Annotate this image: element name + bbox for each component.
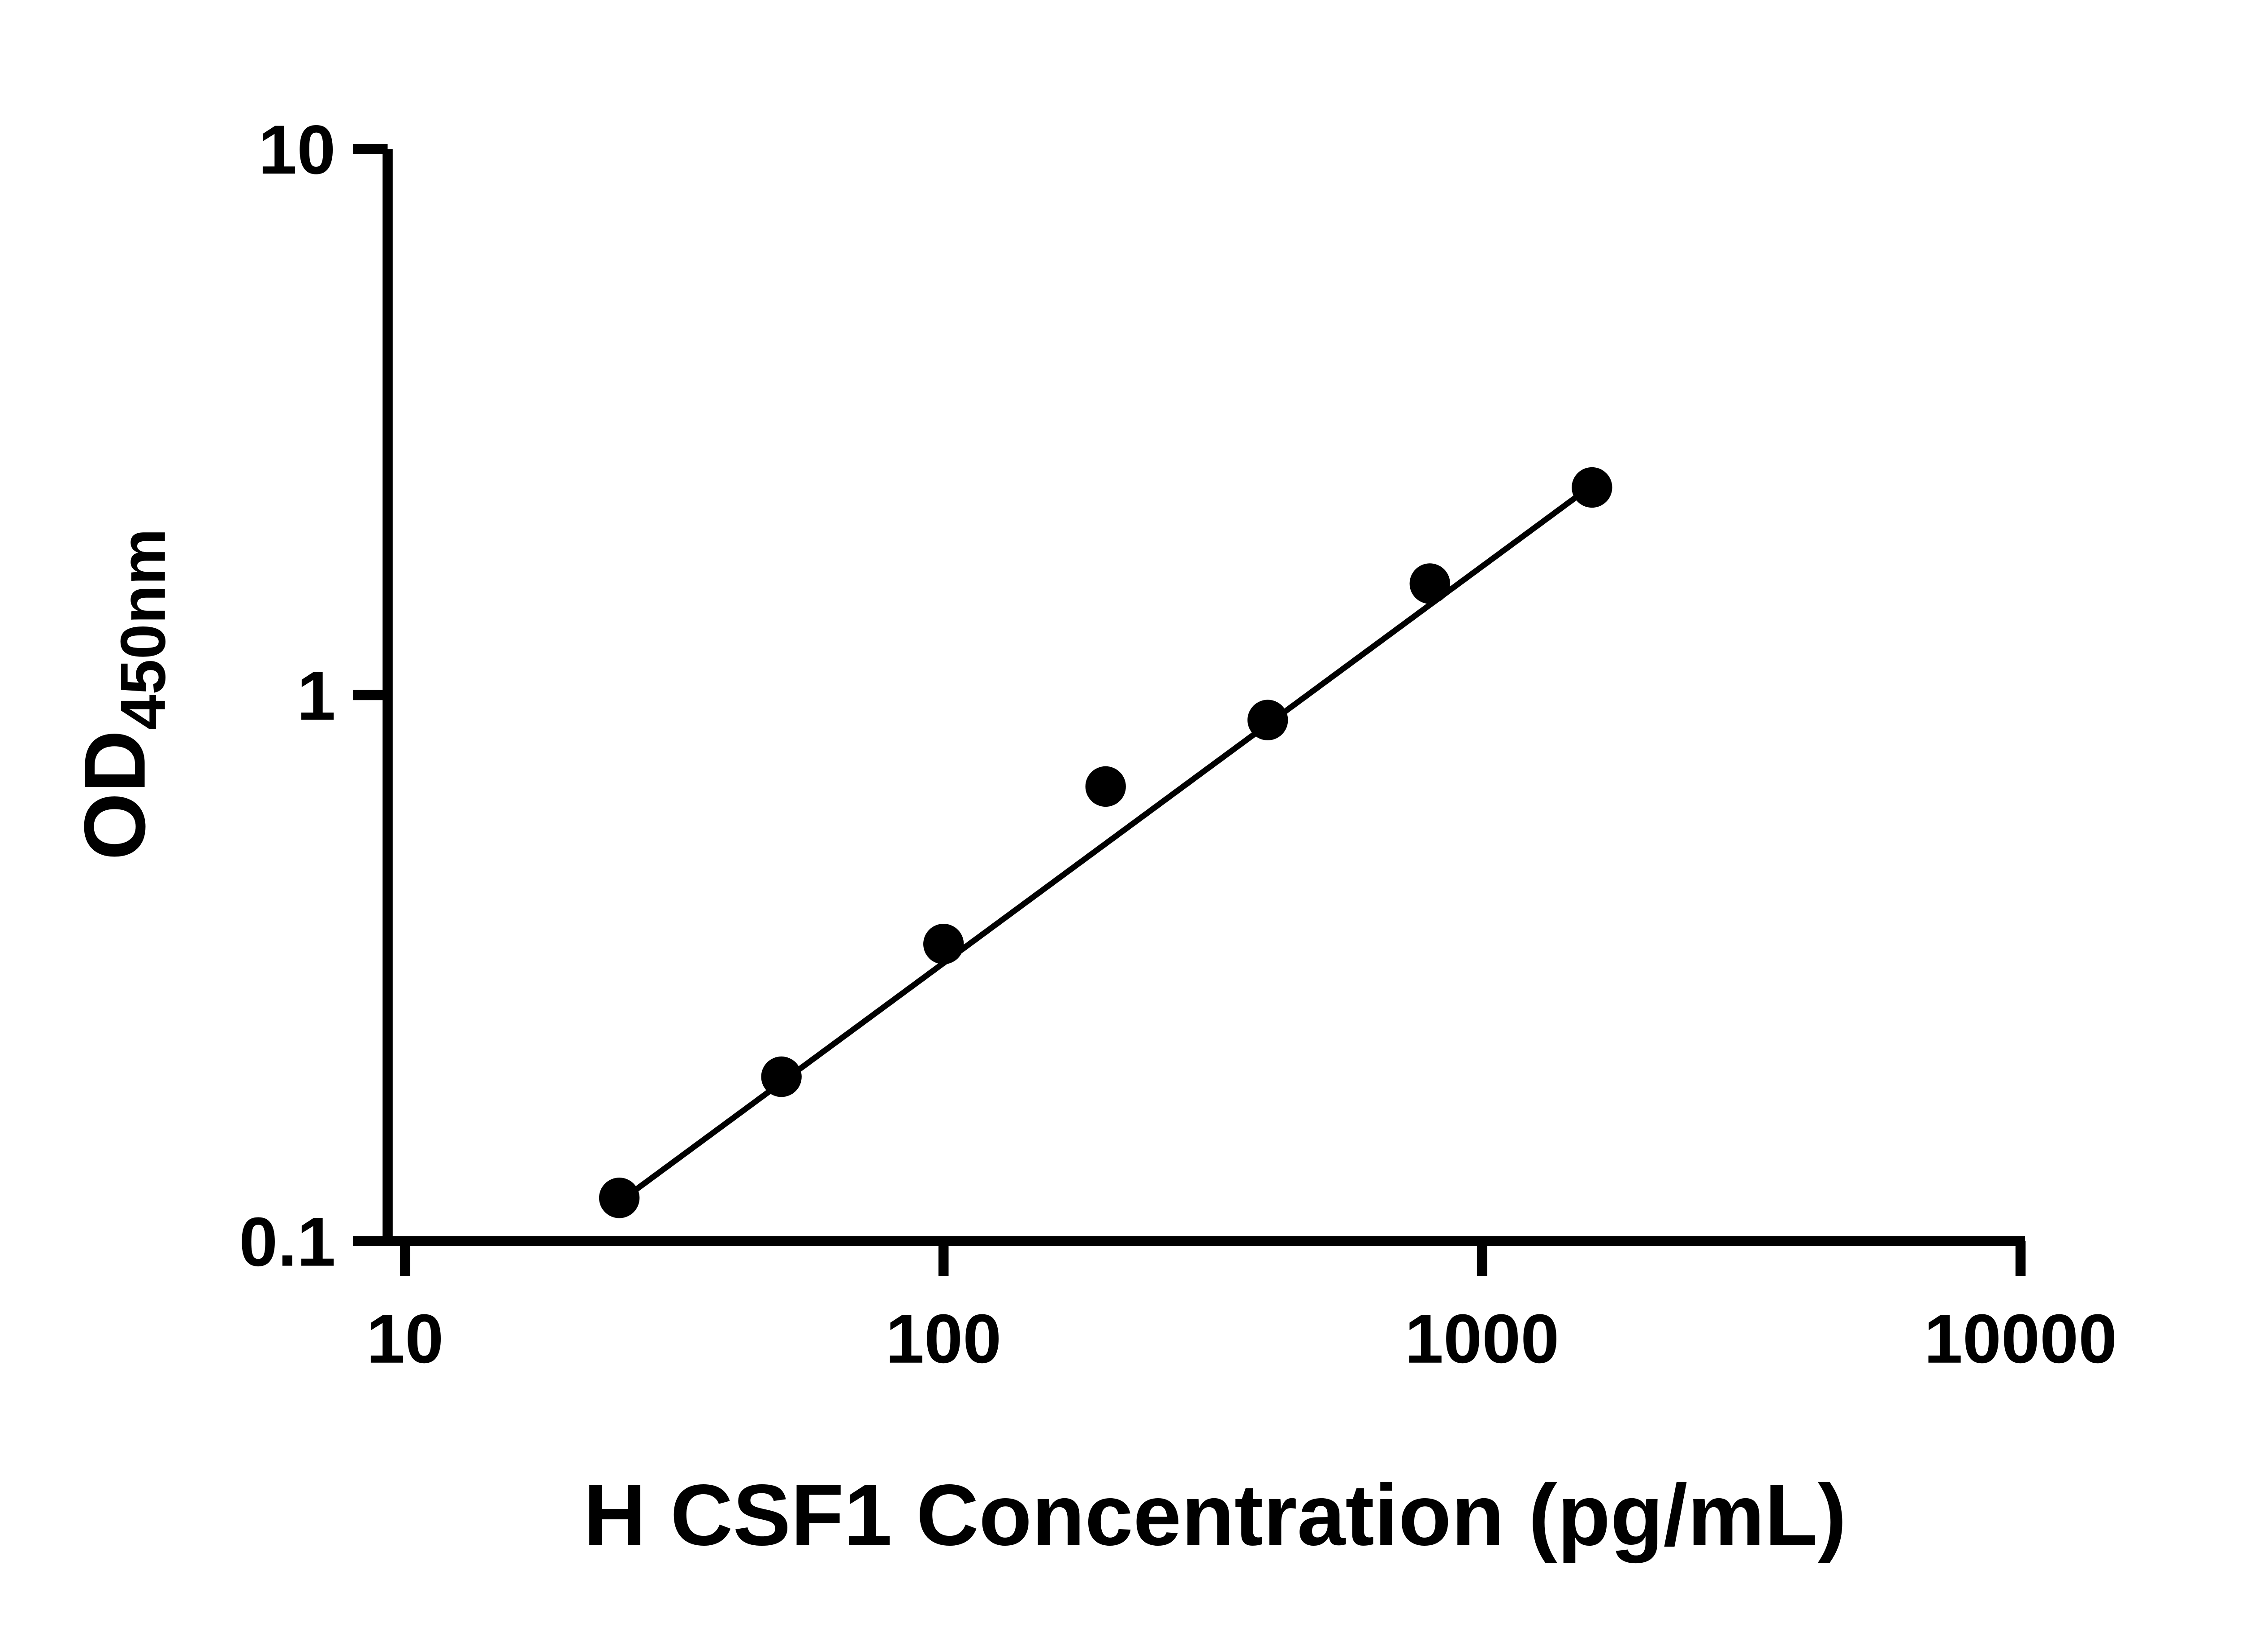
data-point — [1409, 563, 1450, 604]
data-point — [761, 1056, 802, 1097]
plot-area: 10 100 1000 10000 0.1 1 10 — [239, 111, 2117, 1378]
y-axis-label-subscript: 450nm — [108, 528, 179, 730]
data-point — [1247, 700, 1288, 740]
y-tick-label: 10 — [258, 111, 335, 188]
data-point — [599, 1178, 640, 1218]
x-tick-label: 1000 — [1405, 1300, 1559, 1378]
data-point — [1085, 766, 1126, 807]
y-tick-label: 0.1 — [239, 1203, 335, 1281]
y-axis-label: OD450nm — [67, 528, 179, 860]
x-tick-label: 10000 — [1924, 1300, 2117, 1378]
y-tick-label: 1 — [297, 657, 335, 735]
y-axis-label-main: OD — [67, 730, 164, 860]
x-axis-label: H CSF1 Concentration (pg/mL) — [583, 1467, 1847, 1564]
data-point — [1572, 467, 1612, 508]
data-point — [923, 924, 964, 965]
x-tick-label: 10 — [366, 1300, 443, 1378]
x-tick-label: 100 — [886, 1300, 1001, 1378]
